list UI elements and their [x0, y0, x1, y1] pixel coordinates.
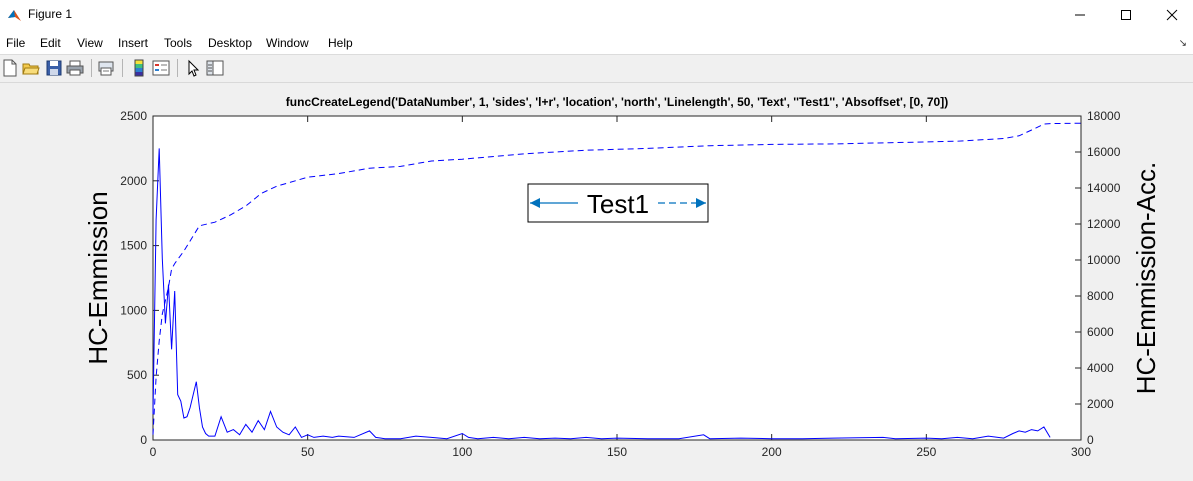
print-icon[interactable]	[66, 59, 84, 77]
y-tick-label-right: 4000	[1087, 361, 1114, 375]
y-tick-label-right: 6000	[1087, 325, 1114, 339]
y-tick-label-right: 0	[1087, 433, 1094, 447]
open-file-icon[interactable]	[22, 59, 40, 77]
y-tick-label-right: 10000	[1087, 253, 1121, 267]
save-icon[interactable]	[45, 59, 63, 77]
y-tick-label-left: 0	[140, 433, 147, 447]
menu-view[interactable]: View	[77, 36, 103, 50]
y-tick-label-right: 8000	[1087, 289, 1114, 303]
minimize-icon	[1075, 14, 1085, 16]
y-tick-label-right: 18000	[1087, 109, 1121, 123]
x-tick-label: 200	[762, 445, 782, 459]
series-line-accumulated[interactable]	[152, 122, 1082, 435]
dock-arrow-icon[interactable]: ↘	[1178, 38, 1187, 49]
menu-file[interactable]: File	[6, 36, 26, 50]
window-title: Figure 1	[28, 7, 73, 21]
toolbar-separator	[122, 59, 123, 77]
matlab-logo-icon	[8, 10, 21, 21]
chart-title: funcCreateLegend('DataNumber', 1, 'sides…	[286, 95, 948, 109]
maximize-button[interactable]	[1103, 0, 1149, 30]
menu-insert[interactable]: Insert	[118, 36, 149, 50]
legend-box[interactable]: Test1	[527, 183, 709, 223]
x-tick-label: 150	[607, 445, 627, 459]
pointer-icon[interactable]	[184, 59, 202, 77]
title-bar: Figure 1	[0, 0, 1193, 30]
y-tick-label-right: 16000	[1087, 145, 1121, 159]
y-axis-label-left: HC-Emmission	[83, 191, 113, 364]
legend-arrow-left-icon	[530, 198, 540, 208]
y-axis-left: 0 500 1000 1500 2000 2500	[120, 109, 159, 447]
plot-browser-icon[interactable]	[206, 59, 224, 77]
x-tick-label: 250	[916, 445, 936, 459]
y-tick-label-right: 12000	[1087, 217, 1121, 231]
colorbar-icon[interactable]	[130, 59, 148, 77]
series-line-emission[interactable]	[152, 148, 1051, 440]
legend-icon[interactable]	[152, 59, 170, 77]
menu-edit[interactable]: Edit	[40, 36, 61, 50]
y-tick-label-right: 14000	[1087, 181, 1121, 195]
plot-axes-box[interactable]	[152, 115, 1082, 441]
menu-help[interactable]: Help	[328, 36, 353, 50]
legend-arrow-right-icon	[696, 198, 706, 208]
y-tick-label-left: 2000	[120, 174, 147, 188]
y-axis-label-right: HC-Emmission-Acc.	[1131, 162, 1161, 395]
print-preview-icon[interactable]	[97, 59, 115, 77]
close-button[interactable]	[1149, 0, 1193, 30]
x-tick-label: 100	[452, 445, 472, 459]
toolbar-separator	[177, 59, 178, 77]
y-tick-label-left: 2500	[120, 109, 147, 123]
close-icon	[1166, 9, 1178, 21]
new-figure-icon[interactable]	[1, 59, 19, 77]
x-tick-label: 50	[301, 445, 315, 459]
y-tick-label-right: 2000	[1087, 397, 1114, 411]
minimize-button[interactable]	[1057, 0, 1103, 30]
maximize-icon	[1121, 10, 1131, 20]
y-axis-right: 0 2000 4000 6000 8000 10000 12000 14000 16000 180…	[1075, 109, 1121, 447]
menu-window[interactable]: Window	[266, 36, 309, 50]
menu-bar: File Edit View Insert Tools Desktop Wind…	[0, 30, 1193, 55]
menu-tools[interactable]: Tools	[164, 36, 193, 50]
x-tick-label: 300	[1071, 445, 1091, 459]
figure-toolbar	[0, 55, 1193, 83]
x-axis: 0 50 100 150 200 250 300	[150, 116, 1091, 459]
toolbar-separator	[91, 59, 92, 77]
legend-entry-label: Test1	[587, 189, 649, 219]
figure-canvas: funcCreateLegend('DataNumber', 1, 'sides…	[83, 95, 1161, 459]
series-layer	[152, 122, 1082, 440]
menu-desktop[interactable]: Desktop	[208, 36, 253, 50]
x-tick-label: 0	[150, 445, 157, 459]
y-tick-label-left: 500	[127, 368, 147, 382]
y-tick-label-left: 1000	[120, 303, 147, 317]
y-tick-label-left: 1500	[120, 239, 147, 253]
